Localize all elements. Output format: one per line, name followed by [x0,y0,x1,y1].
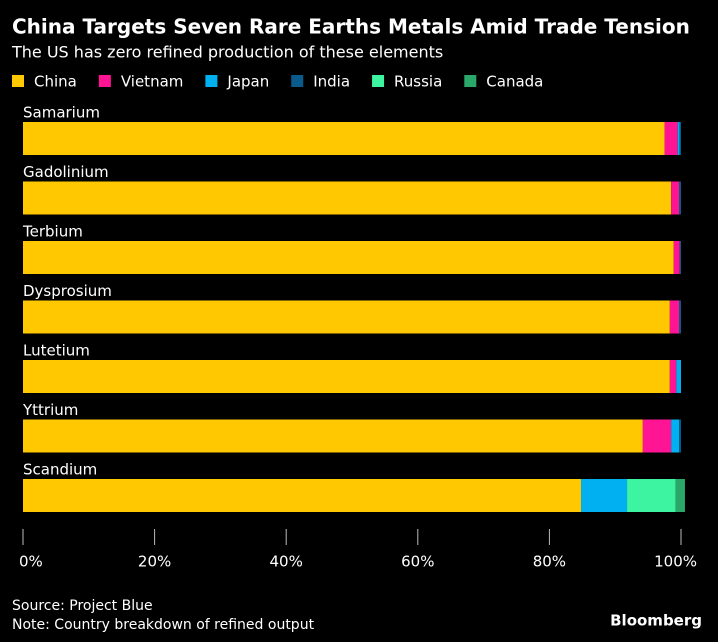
bar-segment [23,300,670,334]
legend-label: India [313,73,350,91]
bar-segment [669,300,680,334]
bar-segment [23,181,672,215]
legend-label: Russia [394,73,442,91]
bar-segment [669,360,677,393]
category-label: Samarium [23,104,100,122]
note: Note: Country breakdown of refined outpu… [12,617,315,633]
bar-segment [23,479,581,512]
source: Source: Project Blue [12,598,153,614]
chart-title: China Targets Seven Rare Earths Metals A… [12,15,690,39]
category-label: Gadolinium [23,163,109,181]
category-label: Lutetium [23,342,90,360]
bar-segment [23,241,674,274]
bar-segment [679,181,681,215]
bar-segment [679,419,681,453]
category-label: Dysprosium [23,282,112,300]
category-label: Terbium [22,223,83,241]
legend-swatch [205,75,218,87]
x-tick-label: 60% [401,553,434,571]
bar-segment [676,360,681,393]
legend-label: China [34,73,77,91]
x-tick-label: 40% [270,553,303,571]
bar-segment [673,241,680,274]
x-tick-label: 80% [533,553,566,571]
legend-swatch [291,75,304,87]
legend-label: Vietnam [121,73,184,91]
bar-segment [677,122,680,155]
credit: Bloomberg [610,612,702,630]
bar-segment [642,419,672,453]
legend-label: Japan [226,73,269,91]
category-label: Yttrium [22,401,78,419]
bar-segment [675,479,685,512]
bar-segment [679,300,681,334]
x-tick-label: 20% [138,553,171,571]
legend-label: Canada [486,73,543,91]
chart-subtitle: The US has zero refined production of th… [11,43,443,62]
legend-swatch [464,75,477,87]
bar-segment [580,479,628,512]
category-label: Scandium [23,461,97,479]
legend-swatch [12,75,24,87]
bar-segment [679,241,681,274]
bar-segment [23,419,643,453]
bar-segment [671,181,680,215]
legend-swatch [98,75,111,87]
legend-swatch [372,75,385,87]
bar-segment [664,122,678,155]
x-tick-label: 0% [19,553,43,571]
x-tick-label: 100% [654,553,697,571]
bar-segment [627,479,676,512]
bar-segment [679,122,681,155]
bar-segment [23,360,670,393]
bar-segment [23,122,665,155]
bar-segment [671,419,680,453]
